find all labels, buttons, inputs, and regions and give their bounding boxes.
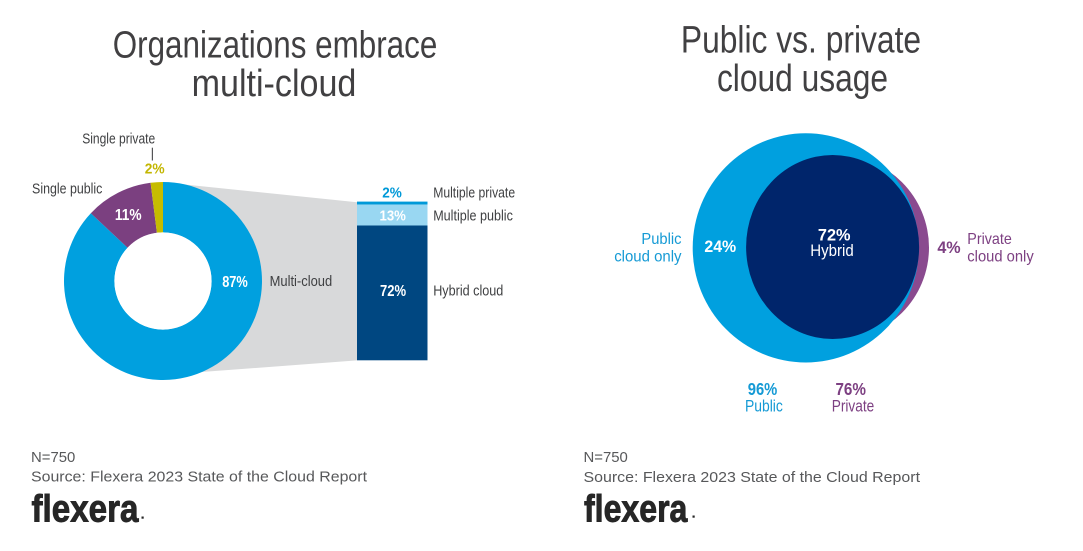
svg-text:Multiple public: Multiple public — [433, 208, 513, 224]
svg-text:Private: Private — [967, 231, 1012, 248]
svg-text:11%: 11% — [115, 207, 142, 224]
svg-text:24%: 24% — [704, 237, 736, 256]
svg-text:cloud usage: cloud usage — [717, 58, 888, 100]
svg-text:flexera: flexera — [584, 489, 688, 531]
svg-text:Single public: Single public — [32, 181, 102, 197]
svg-text:N=750: N=750 — [31, 449, 75, 466]
svg-text:Single private: Single private — [82, 131, 155, 147]
svg-text:cloud only: cloud only — [614, 249, 681, 266]
svg-text:4%: 4% — [937, 238, 960, 257]
svg-text:Organizations embrace: Organizations embrace — [113, 24, 438, 66]
svg-text:Public vs. private: Public vs. private — [681, 19, 921, 61]
svg-text:cloud only: cloud only — [967, 249, 1033, 266]
svg-text:87%: 87% — [222, 274, 248, 291]
svg-text:Multiple private: Multiple private — [433, 185, 515, 201]
svg-text:76%: 76% — [835, 379, 866, 399]
svg-text:13%: 13% — [380, 207, 406, 224]
svg-text:2%: 2% — [145, 161, 165, 178]
svg-text:96%: 96% — [748, 379, 778, 399]
svg-text:72%: 72% — [380, 283, 406, 300]
svg-text:Private: Private — [832, 397, 875, 416]
svg-text:Hybrid cloud: Hybrid cloud — [433, 282, 503, 299]
svg-text:Public: Public — [641, 231, 681, 248]
svg-text:2%: 2% — [382, 184, 402, 201]
svg-text:N=750: N=750 — [584, 449, 628, 466]
svg-text:flexera: flexera — [32, 489, 140, 531]
svg-text:Source: Flexera 2023 State of: Source: Flexera 2023 State of the Cloud … — [584, 469, 921, 486]
svg-text:Hybrid: Hybrid — [810, 242, 854, 260]
svg-text:Source: Flexera 2023 State of: Source: Flexera 2023 State of the Cloud … — [31, 468, 368, 485]
svg-text:72%: 72% — [818, 226, 851, 245]
svg-text:Public: Public — [745, 397, 783, 416]
svg-text:multi-cloud: multi-cloud — [192, 63, 357, 105]
svg-text:Multi-cloud: Multi-cloud — [270, 273, 333, 290]
